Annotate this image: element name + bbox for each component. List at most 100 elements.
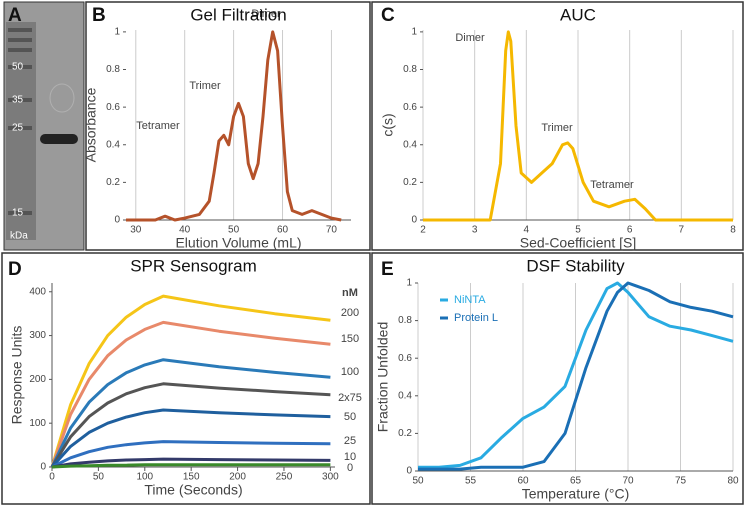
- end-label: 100: [341, 366, 359, 378]
- series-line: [50, 320, 331, 468]
- series-line: [50, 382, 331, 468]
- x-tick-label: 6: [627, 225, 633, 236]
- series-line: [51, 457, 331, 469]
- panel-letter: A: [8, 5, 22, 26]
- x-tick-label: 65: [570, 476, 582, 487]
- chart-title: Gel Filtration: [190, 5, 286, 24]
- y-tick-label: 0.8: [398, 315, 412, 326]
- y-tick-label: 0.4: [398, 390, 412, 401]
- end-label: 2x75: [338, 392, 362, 404]
- y-tick-label: 0.4: [106, 139, 120, 150]
- ladder-band: [8, 38, 32, 42]
- series-line: [51, 463, 331, 469]
- y-tick-label: 0.2: [106, 177, 120, 188]
- series-line: [423, 30, 733, 222]
- x-tick-label: 2: [420, 225, 426, 236]
- legend-label: Protein L: [454, 312, 498, 324]
- panel-letter: B: [92, 5, 106, 26]
- y-tick-label: 0: [114, 215, 120, 226]
- annotation: Tetramer: [136, 120, 180, 132]
- y-tick-label: 0.8: [403, 64, 417, 75]
- end-label: 10: [344, 451, 356, 463]
- y-tick-label: 0.8: [106, 64, 120, 75]
- y-tick-label: 1: [114, 27, 120, 38]
- x-tick-label: 75: [675, 476, 687, 487]
- ladder-band: [8, 98, 32, 102]
- y-axis-label: c(s): [380, 113, 396, 136]
- y-tick-label: 1: [411, 27, 417, 38]
- panel-letter: D: [8, 259, 22, 280]
- y-tick-label: 300: [29, 330, 46, 341]
- y-axis-label: Absorbance: [83, 87, 99, 162]
- x-tick-label: 300: [322, 472, 339, 483]
- annotation: Trimer: [189, 80, 221, 92]
- ladder-band: [8, 48, 32, 52]
- gel-artifact: [49, 83, 75, 113]
- x-tick-label: 200: [229, 472, 246, 483]
- x-tick-label: 150: [183, 472, 200, 483]
- y-tick-label: 0.6: [403, 102, 417, 113]
- annotation: Dimer: [455, 32, 485, 44]
- y-tick-label: 100: [29, 418, 46, 429]
- x-tick-label: 70: [326, 225, 338, 236]
- y-tick-label: 0.6: [106, 102, 120, 113]
- ladder-lane: [6, 22, 36, 240]
- chart-title: DSF Stability: [526, 256, 625, 275]
- panel-border: [85, 1, 371, 251]
- annotation: Dimer: [251, 8, 281, 20]
- series-line: [50, 408, 331, 469]
- ladder-band: [8, 65, 32, 69]
- marker-label: 15: [12, 208, 24, 219]
- panel-letter: C: [381, 5, 395, 26]
- marker-label: 35: [12, 95, 24, 106]
- x-tick-label: 3: [472, 225, 478, 236]
- legend-label: NiNTA: [454, 294, 486, 306]
- x-axis-label: Sed-Coefficient [S]: [520, 235, 636, 251]
- y-tick-label: 0.4: [403, 139, 417, 150]
- x-axis-label: Elution Volume (mL): [175, 235, 301, 251]
- end-label: 50: [344, 411, 356, 423]
- x-tick-label: 50: [412, 476, 424, 487]
- x-tick-label: 80: [727, 476, 739, 487]
- chart-title: AUC: [560, 5, 596, 24]
- y-tick-label: 0: [406, 466, 412, 477]
- y-tick-label: 1: [406, 278, 412, 289]
- end-label: 25: [344, 435, 356, 447]
- series-line: [126, 30, 342, 222]
- y-tick-label: 200: [29, 374, 46, 385]
- y-tick-label: 0: [40, 462, 46, 473]
- chart-title: SPR Sensogram: [130, 256, 257, 275]
- x-tick-label: 70: [622, 476, 634, 487]
- y-tick-label: 0: [411, 215, 417, 226]
- x-tick-label: 40: [179, 225, 191, 236]
- unit-label: nM: [342, 287, 358, 299]
- marker-label: 50: [12, 62, 24, 73]
- unit-label: kDa: [10, 231, 28, 242]
- ladder-band: [8, 28, 32, 32]
- y-tick-label: 0.6: [398, 353, 412, 364]
- marker-label: 25: [12, 123, 24, 134]
- series-line: [51, 440, 331, 469]
- annotation: Tetramer: [590, 179, 634, 191]
- y-tick-label: 400: [29, 286, 46, 297]
- y-tick-label: 0.2: [398, 428, 412, 439]
- y-tick-label: 0.2: [403, 177, 417, 188]
- end-label: 150: [341, 333, 359, 345]
- panel-letter: E: [381, 259, 394, 280]
- series-line: [418, 281, 734, 469]
- panel-border: [371, 1, 744, 251]
- panel-border: [1, 252, 371, 505]
- panel-border: [371, 252, 744, 505]
- x-tick-label: 4: [524, 225, 530, 236]
- series-line: [50, 358, 331, 468]
- y-axis-label: Fraction Unfolded: [375, 322, 391, 433]
- x-tick-label: 5: [575, 225, 581, 236]
- x-tick-label: 30: [130, 225, 142, 236]
- x-tick-label: 60: [277, 225, 289, 236]
- protein-band: [40, 134, 78, 144]
- x-axis-label: Temperature (°C): [522, 486, 630, 502]
- x-tick-label: 55: [465, 476, 477, 487]
- x-axis-label: Time (Seconds): [144, 482, 242, 498]
- x-tick-label: 0: [49, 472, 55, 483]
